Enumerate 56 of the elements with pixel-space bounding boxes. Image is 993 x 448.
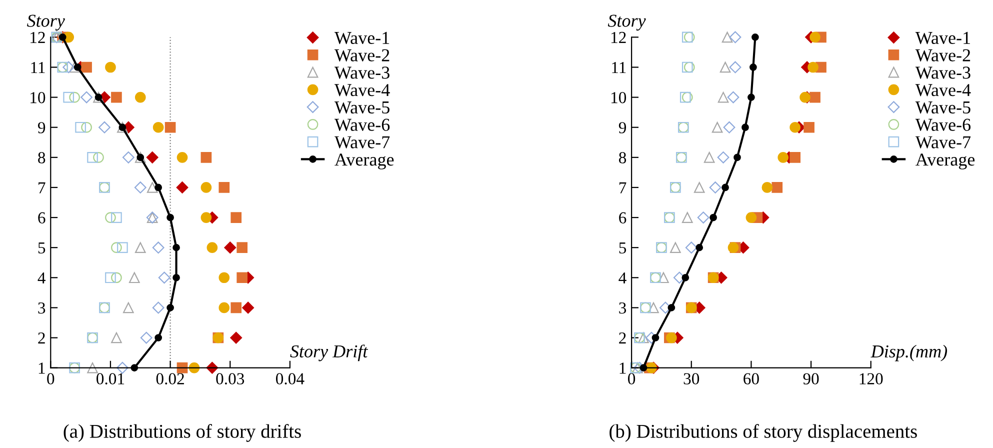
y-tick-label: 1 [620, 362, 626, 374]
y-tick-label: 7 [38, 182, 46, 194]
x-tick-label: 0.03 [216, 373, 244, 384]
legend-label: Wave-2 [915, 49, 970, 62]
legend-label: Wave-6 [915, 118, 971, 132]
y-tick-label: 10 [30, 92, 46, 104]
legend-label: Wave-5 [915, 102, 970, 114]
y-axis-title: Story [27, 14, 65, 31]
y-tick-label: 8 [618, 152, 626, 164]
y-tick-label: 7 [619, 182, 626, 194]
legend-label: Wave-3 [334, 66, 390, 79]
y-tick-label: 2 [38, 332, 45, 344]
x-tick-label: 60 [744, 373, 759, 384]
legend-label: Average [916, 154, 975, 170]
legend-label: Wave-1 [334, 32, 390, 44]
x-axis-title: Story Drift [290, 344, 368, 362]
x-tick-label: 90 [803, 373, 819, 384]
y-tick-label: 3 [38, 302, 46, 314]
legend-label: Wave-7 [334, 136, 390, 148]
y-tick-label: 3 [619, 302, 626, 314]
legend-label: Wave-5 [334, 102, 390, 114]
x-tick-label: 0 [47, 373, 54, 384]
legend-label: Wave-3 [915, 66, 970, 79]
text: (a) Distributions of story drifts [64, 424, 301, 442]
y-tick-label: 6 [619, 212, 626, 224]
y-tick-label: 4 [38, 272, 46, 284]
y-tick-label: 6 [38, 212, 46, 224]
x-tick-label: 30 [684, 373, 700, 384]
legend-label: Average [334, 154, 394, 170]
text: (b) Distributions of story displacements [610, 424, 917, 442]
y-tick-label: 12 [611, 32, 626, 43]
y-tick-label: 12 [30, 32, 45, 43]
x-tick-label: 0 [628, 373, 636, 384]
y-tick-label: 10 [611, 92, 626, 104]
legend-label: Wave-2 [334, 49, 390, 62]
x-tick-label: 0.02 [156, 373, 184, 384]
y-tick-label: 9 [38, 122, 46, 134]
y-tick-label: 9 [618, 122, 626, 134]
legend-label: Wave-4 [334, 84, 390, 96]
y-tick-label: 2 [619, 332, 626, 344]
y-tick-label: 4 [618, 272, 626, 284]
y-tick-label: 8 [38, 152, 46, 164]
y-axis-title: Story [608, 14, 646, 31]
legend-label: Wave-1 [915, 32, 970, 44]
legend-label: Wave-7 [915, 136, 971, 148]
x-tick-label: 0.04 [276, 373, 304, 384]
x-axis-title: Disp.(mm) [870, 344, 948, 362]
legend-label: Wave-6 [334, 118, 390, 132]
x-tick-label: 0.01 [96, 373, 124, 384]
x-tick-label: 120 [860, 373, 883, 384]
y-tick-label: 1 [38, 362, 45, 374]
legend-label: Wave-4 [915, 84, 971, 96]
y-tick-label: 11 [31, 62, 45, 74]
y-tick-label: 11 [612, 62, 626, 74]
y-tick-label: 5 [619, 242, 626, 254]
y-tick-label: 5 [38, 242, 46, 254]
